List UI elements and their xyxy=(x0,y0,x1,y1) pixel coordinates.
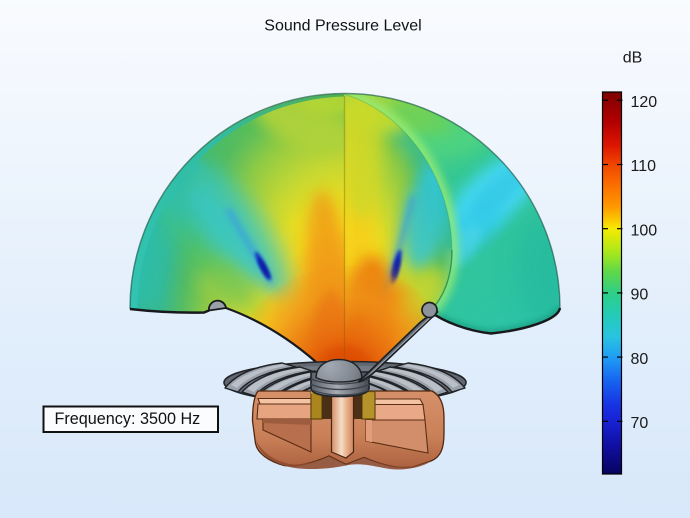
svg-text:dB: dB xyxy=(623,50,643,67)
svg-text:120: 120 xyxy=(631,94,658,111)
svg-text:90: 90 xyxy=(631,287,649,304)
svg-text:110: 110 xyxy=(631,158,657,175)
svg-text:Frequency: 3500 Hz: Frequency: 3500 Hz xyxy=(55,410,201,428)
svg-text:100: 100 xyxy=(631,222,658,239)
svg-text:Sound Pressure Level: Sound Pressure Level xyxy=(264,18,421,35)
svg-text:80: 80 xyxy=(631,351,649,368)
svg-text:70: 70 xyxy=(631,415,649,432)
